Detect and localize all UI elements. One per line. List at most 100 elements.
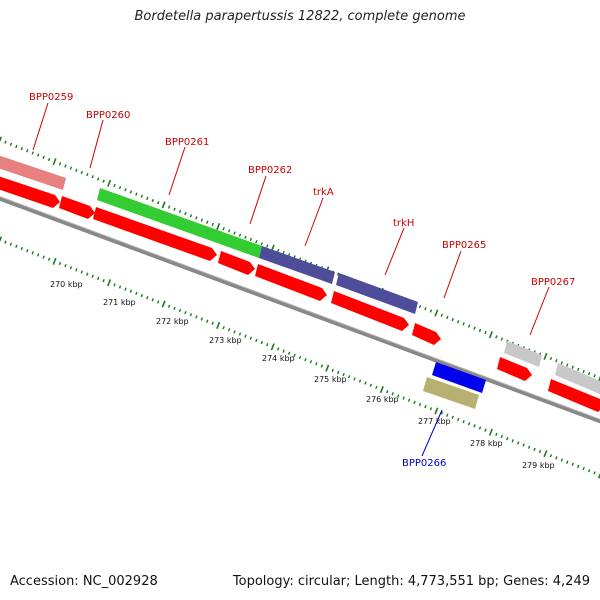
minor-tick (4, 240, 7, 244)
minor-tick (511, 439, 514, 443)
major-tick (325, 364, 330, 372)
cds-arrow[interactable] (548, 379, 600, 412)
major-tick (543, 352, 548, 360)
minor-tick (9, 242, 13, 246)
minor-tick (156, 300, 160, 304)
purple-feature-2[interactable] (336, 273, 418, 314)
scale-labels: 270 kbp 271 kbp 272 kbp 273 kbp 274 kbp … (50, 280, 555, 470)
blue-feature[interactable] (432, 362, 486, 393)
minor-tick (20, 246, 24, 251)
minor-tick (140, 293, 144, 298)
major-tick (434, 309, 439, 317)
minor-tick (484, 428, 487, 432)
grey-feature-1[interactable] (504, 341, 542, 367)
major-tick (543, 450, 548, 458)
feature-track-upper (0, 154, 600, 395)
cds-arrow[interactable] (218, 251, 255, 275)
minor-tick (146, 196, 149, 201)
minor-tick (96, 276, 100, 281)
minor-tick (86, 172, 89, 177)
cds-arrow[interactable] (331, 291, 409, 331)
gene-label-BPP0265[interactable]: BPP0265 (442, 240, 486, 251)
minor-tick (462, 322, 465, 326)
minor-tick (331, 368, 334, 372)
cds-arrow[interactable] (0, 175, 60, 208)
major-tick (270, 343, 275, 351)
minor-tick (238, 233, 242, 237)
minor-tick (118, 185, 122, 190)
minor-tick (495, 335, 498, 339)
olive-feature[interactable] (423, 377, 479, 409)
minor-tick (20, 147, 24, 151)
minor-tick (36, 153, 40, 157)
cds-arrow[interactable] (93, 207, 217, 261)
minor-tick (560, 458, 564, 462)
pink-feature[interactable] (0, 154, 66, 190)
cds-arrow[interactable] (412, 323, 441, 345)
minor-tick (167, 304, 171, 308)
gene-label-trkA[interactable]: trkA (313, 187, 334, 198)
gene-label-BPP0267[interactable]: BPP0267 (531, 277, 575, 288)
minor-tick (184, 310, 187, 315)
major-tick (488, 428, 493, 436)
callout-line (304, 197, 324, 247)
minor-tick (473, 424, 476, 428)
accession-text: Accession: NC_002928 (10, 574, 158, 589)
minor-tick (227, 328, 231, 332)
purple-feature-1[interactable] (259, 246, 335, 284)
gene-label-trkH[interactable]: trkH (393, 218, 414, 229)
major-tick (216, 321, 221, 330)
minor-tick (227, 229, 231, 233)
minor-tick (173, 207, 176, 211)
cds-arrow[interactable] (497, 357, 532, 381)
cds-arrow[interactable] (59, 196, 95, 219)
minor-tick (151, 298, 154, 302)
cds-arrow[interactable] (255, 264, 327, 301)
minor-tick (358, 379, 362, 383)
minor-tick (260, 242, 264, 246)
minor-tick (418, 402, 422, 407)
minor-tick (75, 168, 78, 172)
grey-feature-2[interactable] (555, 363, 600, 395)
minor-tick (462, 419, 465, 424)
callout-line (168, 146, 186, 196)
minor-tick (495, 432, 498, 437)
gene-label-BPP0261[interactable]: BPP0261 (165, 137, 209, 148)
minor-tick (587, 372, 591, 376)
minor-tick (593, 471, 596, 475)
major-tick (597, 472, 600, 479)
genome-backbone (0, 196, 600, 424)
minor-tick (233, 330, 236, 334)
minor-tick (582, 466, 585, 471)
minor-tick (336, 370, 340, 375)
gene-label-BPP0260[interactable]: BPP0260 (86, 110, 130, 121)
major-tick (0, 236, 3, 243)
minor-tick (135, 192, 138, 196)
minor-tick (58, 162, 62, 166)
minor-tick (200, 218, 204, 222)
minor-tick (364, 381, 367, 385)
minor-tick (538, 449, 542, 454)
minor-tick (211, 222, 214, 227)
minor-tick (184, 211, 187, 216)
minor-tick (249, 336, 253, 340)
gene-label-BPP0262[interactable]: BPP0262 (248, 165, 292, 176)
scale-label: 276 kbp (366, 395, 399, 404)
minor-tick (156, 201, 160, 205)
gene-label-BPP0259[interactable]: BPP0259 (29, 92, 73, 103)
minor-tick (467, 324, 471, 328)
minor-tick (342, 372, 345, 377)
scale-label: 272 kbp (156, 317, 189, 326)
minor-tick (527, 445, 531, 449)
minor-tick (396, 394, 400, 398)
minor-tick (484, 330, 487, 335)
minor-tick (549, 356, 553, 361)
minor-tick (478, 328, 482, 333)
minor-tick (255, 240, 258, 244)
callout-line (529, 286, 550, 336)
green-feature[interactable] (97, 188, 262, 258)
minor-tick (456, 417, 460, 422)
gene-label-BPP0266[interactable]: BPP0266 (402, 458, 446, 469)
minor-tick (47, 157, 51, 162)
callout-line (249, 175, 267, 225)
